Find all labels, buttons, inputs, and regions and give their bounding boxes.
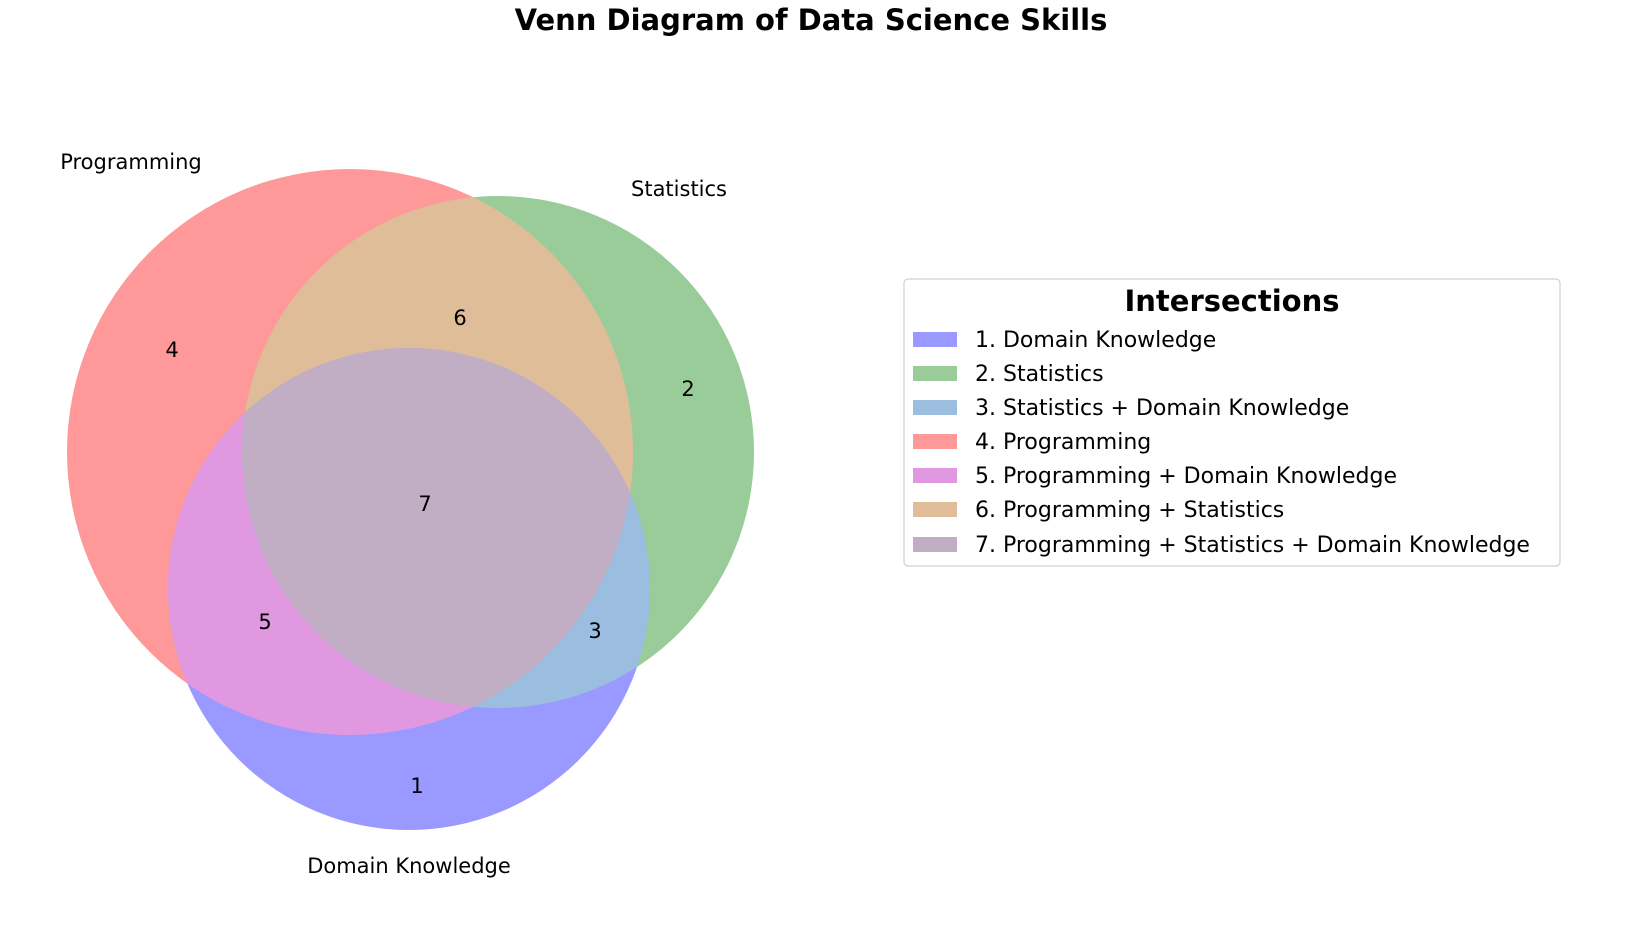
legend-swatch-7: [913, 537, 957, 552]
legend-item-3: 3. Statistics + Domain Knowledge: [975, 396, 1349, 421]
chart-title: Venn Diagram of Data Science Skills: [515, 3, 1108, 37]
legend-item-7: 7. Programming + Statistics + Domain Kno…: [975, 533, 1530, 558]
legend-swatch-4: [913, 434, 957, 449]
legend: Intersections 1. Domain Knowledge 2. Sta…: [903, 278, 1561, 567]
legend-item-1: 1. Domain Knowledge: [975, 328, 1216, 353]
region-label-1: 1: [410, 774, 423, 798]
region-label-3: 3: [588, 619, 601, 643]
legend-item-2: 2. Statistics: [975, 362, 1104, 387]
legend-frame: [903, 278, 1561, 567]
legend-swatch-6: [913, 502, 957, 517]
region-label-4: 4: [165, 338, 178, 362]
region-label-7: 7: [418, 492, 431, 516]
legend-swatch-3: [913, 400, 957, 415]
region-label-6: 6: [453, 306, 466, 330]
venn-regions: [67, 169, 754, 830]
region-label-2: 2: [681, 377, 694, 401]
legend-item-5: 5. Programming + Domain Knowledge: [975, 464, 1397, 489]
legend-swatch-1: [913, 332, 957, 347]
legend-item-6: 6. Programming + Statistics: [975, 498, 1284, 523]
set-label-programming: Programming: [60, 150, 202, 174]
legend-title: Intersections: [1124, 284, 1339, 318]
legend-item-4: 4. Programming: [975, 430, 1151, 455]
region-label-5: 5: [258, 610, 271, 634]
set-label-statistics: Statistics: [631, 177, 727, 201]
set-label-domain-knowledge: Domain Knowledge: [307, 854, 511, 878]
legend-swatch-2: [913, 366, 957, 381]
legend-swatch-5: [913, 468, 957, 483]
